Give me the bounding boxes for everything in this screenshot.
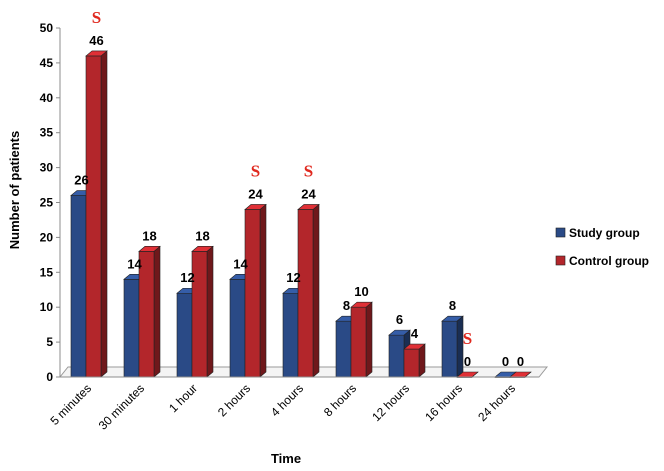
y-tick-label: 0 xyxy=(46,370,53,384)
x-tick-label-12-hours: 12 hours xyxy=(369,381,412,424)
y-tick-label: 50 xyxy=(40,21,54,35)
data-label-control-group-16-hours: 0 xyxy=(464,354,471,369)
legend: Study group Control group xyxy=(555,226,649,268)
bar-control-group-1-hour xyxy=(191,245,214,378)
legend-label: Control group xyxy=(569,254,649,268)
y-axis: 0 5 10 15 20 25 30 35 40 45 50 xyxy=(40,21,61,384)
bar-front xyxy=(85,55,102,378)
bar-front xyxy=(229,278,246,378)
bar-top xyxy=(244,204,267,210)
data-label-study-group-4-hours: 12 xyxy=(286,270,300,285)
bar-front xyxy=(123,278,140,378)
y-tick-label: 10 xyxy=(40,300,54,314)
data-label-control-group-12-hours: 4 xyxy=(411,326,419,341)
bar-front xyxy=(441,320,458,378)
x-tick-label-8-hours: 8 hours xyxy=(321,381,359,419)
data-label-study-group-12-hours: 6 xyxy=(396,312,403,327)
bar-side xyxy=(153,245,161,378)
bar-top xyxy=(388,329,411,336)
bar-control-group-2-hours xyxy=(244,203,267,378)
x-tick-label-5-minutes: 5 minutes xyxy=(47,381,94,428)
x-tick-label-4-hours: 4 hours xyxy=(268,381,306,419)
significance-marker-4-hours: S xyxy=(304,161,313,180)
bar-top xyxy=(441,315,464,322)
data-label-control-group-30-minutes: 18 xyxy=(142,228,156,243)
y-tick-label: 45 xyxy=(40,56,54,70)
y-tick-label: 5 xyxy=(46,335,53,349)
x-tick-label-24-hours: 24 hours xyxy=(475,381,518,424)
data-label-control-group-4-hours: 24 xyxy=(301,186,316,201)
bar-control-group-4-hours xyxy=(297,203,320,378)
bar-top xyxy=(403,343,426,350)
bars xyxy=(70,50,532,378)
significance-marker-2-hours: S xyxy=(251,161,260,180)
bar-front xyxy=(244,209,261,378)
data-label-study-group-2-hours: 14 xyxy=(233,256,248,271)
y-tick-label: 40 xyxy=(40,91,54,105)
bar-top xyxy=(191,246,214,252)
bar-control-group-5-minutes xyxy=(85,50,108,378)
x-tick-label-30-minutes: 30 minutes xyxy=(96,381,147,432)
y-tick-label: 35 xyxy=(40,126,54,140)
bar-control-group-8-hours xyxy=(350,301,373,378)
bar-top xyxy=(350,301,373,308)
data-label-control-group-24-hours: 0 xyxy=(517,354,524,369)
significance-marker-16-hours: S xyxy=(463,329,472,348)
bar-top xyxy=(85,50,108,57)
y-tick-label: 30 xyxy=(40,161,54,175)
x-axis-title: Time xyxy=(271,451,301,466)
data-label-study-group-5-minutes: 26 xyxy=(74,173,88,188)
bar-control-group-12-hours xyxy=(403,343,426,378)
bar-front xyxy=(282,292,299,378)
data-label-study-group-16-hours: 8 xyxy=(449,298,456,313)
bar-side xyxy=(365,301,373,378)
legend-swatch xyxy=(555,227,566,238)
bar-side xyxy=(312,203,320,378)
bar-top xyxy=(138,246,161,252)
bar-front xyxy=(335,320,352,378)
significance-marker-5-minutes: S xyxy=(92,8,101,27)
legend-swatch xyxy=(555,255,566,266)
data-label-study-group-30-minutes: 14 xyxy=(127,256,142,271)
x-axis: 5 minutes 30 minutes 1 hour 2 hours 4 hours 8… xyxy=(47,376,539,433)
x-tick-label-1-hour: 1 hour xyxy=(166,381,200,415)
data-label-study-group-1-hour: 12 xyxy=(180,270,194,285)
bar-front xyxy=(297,209,314,378)
bar-control-group-30-minutes xyxy=(138,245,161,378)
bar-side xyxy=(206,245,214,378)
data-label-control-group-1-hour: 18 xyxy=(195,228,209,243)
data-label-control-group-2-hours: 24 xyxy=(248,186,263,201)
bar-study-group-16-hours xyxy=(441,315,464,378)
x-tick-label-2-hours: 2 hours xyxy=(215,381,253,419)
data-label-control-group-5-minutes: 46 xyxy=(89,33,103,48)
y-tick-label: 20 xyxy=(40,230,54,244)
bar-top xyxy=(297,204,320,210)
x-tick-label-16-hours: 16 hours xyxy=(422,381,465,424)
data-label-study-group-24-hours: 0 xyxy=(502,354,509,369)
data-label-control-group-8-hours: 10 xyxy=(354,284,368,299)
bar-front xyxy=(350,306,367,378)
bar-front xyxy=(388,334,405,378)
data-label-study-group-8-hours: 8 xyxy=(343,298,350,313)
y-tick-label: 15 xyxy=(40,265,54,279)
bar-front xyxy=(403,348,420,378)
bar-side xyxy=(418,343,426,378)
bar-front xyxy=(70,195,87,378)
legend-label: Study group xyxy=(569,226,640,240)
legend-item-study-group: Study group xyxy=(555,226,640,240)
bar-side xyxy=(100,50,108,378)
y-tick-label: 25 xyxy=(40,196,54,210)
y-axis-title: Number of patients xyxy=(7,131,22,249)
bar-front xyxy=(176,292,193,378)
legend-item-control-group: Control group xyxy=(555,254,649,268)
bar-side xyxy=(259,203,267,378)
